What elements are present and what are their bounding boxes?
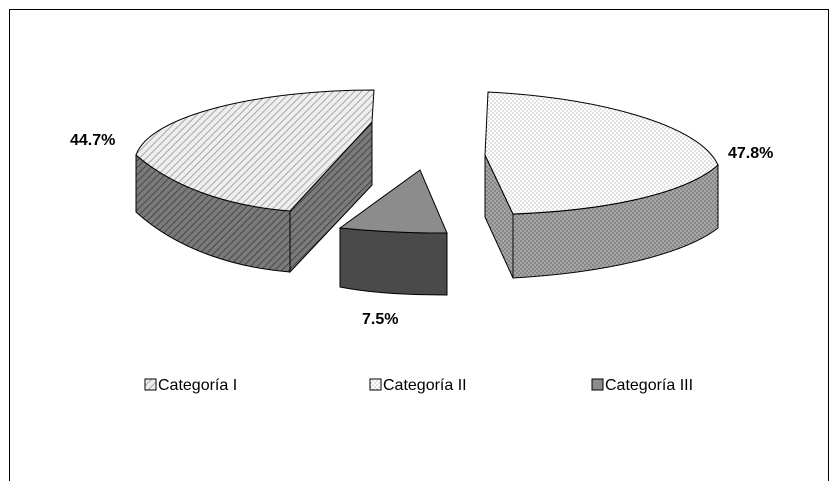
slice-categoria-ii-top	[484, 91, 719, 215]
legend-label-categoria-i: Categoría I	[158, 377, 237, 394]
legend-label-categoria-ii: Categoría II	[383, 377, 467, 394]
slice-categoria-iii	[338, 169, 448, 296]
slice-categoria-ii	[484, 91, 719, 279]
slice-categoria-iii-side	[339, 227, 448, 296]
legend: Categoría I Categoría II Categoría III	[144, 377, 693, 394]
slice-categoria-i	[135, 89, 375, 274]
slice-categoria-i-top	[135, 89, 375, 212]
legend-label-categoria-iii: Categoría III	[605, 377, 693, 394]
legend-swatch-categoria-iii	[591, 378, 604, 391]
data-label-categoria-ii: 47.8%	[728, 145, 773, 162]
data-label-categoria-i: 44.7%	[70, 132, 115, 149]
legend-swatch-categoria-ii	[369, 378, 382, 391]
legend-swatch-categoria-i	[144, 378, 157, 391]
data-label-categoria-iii: 7.5%	[362, 311, 398, 328]
slice-categoria-iii-top	[338, 169, 448, 234]
